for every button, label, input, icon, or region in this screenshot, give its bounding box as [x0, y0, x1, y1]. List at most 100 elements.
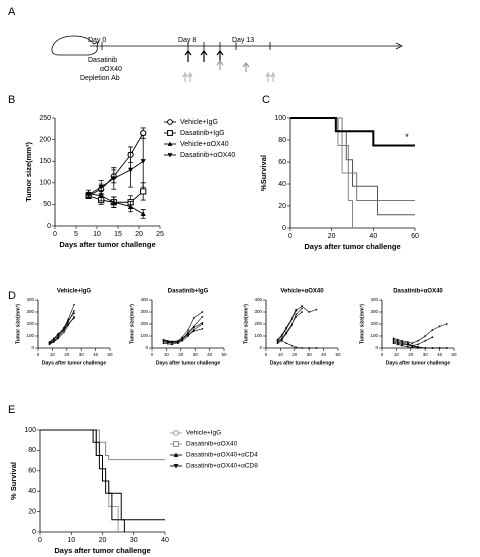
marker [397, 343, 399, 346]
marker [167, 130, 173, 136]
x-tick-label: 40 [437, 352, 443, 357]
marker [308, 347, 311, 349]
marker [171, 343, 173, 346]
y-tick-label: 0 [47, 223, 51, 230]
marker [301, 347, 303, 349]
x-tick-label: 40 [369, 233, 377, 240]
marker [315, 347, 318, 349]
x-tick-label: 50 [221, 352, 227, 357]
panel-label: C [262, 94, 270, 106]
survival-curve [40, 429, 165, 521]
survival-curve [290, 117, 353, 228]
y-tick-label: 20 [28, 508, 36, 515]
y-tick-label: 100 [24, 427, 36, 434]
marker [417, 347, 419, 349]
x-tick-label: 0 [265, 352, 268, 357]
y-tick-label: 0 [375, 345, 378, 350]
marker [67, 323, 70, 325]
marker [392, 338, 395, 341]
marker [285, 332, 287, 335]
x-tick-label: 40 [207, 352, 213, 357]
marker [397, 342, 399, 345]
marker [73, 317, 75, 319]
x-tick-label: 10 [67, 537, 75, 544]
x-tick-label: 40 [93, 352, 99, 357]
x-tick-label: 30 [423, 352, 429, 357]
timeline-label: Day 0 [88, 37, 106, 44]
marker [424, 339, 427, 342]
y-tick-label: 100 [26, 333, 34, 338]
marker [173, 441, 179, 447]
marker [401, 342, 403, 345]
marker [401, 341, 403, 343]
x-tick-label: 0 [151, 352, 154, 357]
marker [187, 335, 189, 337]
marker [276, 341, 279, 343]
marker [397, 338, 399, 341]
marker [187, 333, 189, 336]
y-tick-label: 0 [282, 225, 286, 232]
x-tick-label: 0 [38, 537, 42, 544]
x-tick-label: 25 [156, 231, 164, 238]
marker [411, 344, 414, 347]
y-tick-label: 200 [26, 321, 34, 326]
y-tick-label: 80 [28, 447, 36, 454]
marker [57, 335, 59, 337]
marker [308, 311, 311, 313]
x-axis-label: Days after tumor challenge [270, 361, 334, 367]
marker [192, 330, 195, 333]
marker [281, 338, 283, 341]
y-tick-label: 60 [28, 468, 36, 475]
marker [187, 332, 189, 335]
drug-arrows [184, 50, 224, 62]
marker [181, 336, 184, 339]
x-axis-label: Days after tumor challenge [59, 240, 155, 249]
x-tick-label: 10 [93, 231, 101, 238]
marker [201, 321, 204, 324]
x-tick-label: 10 [50, 352, 56, 357]
marker [140, 159, 146, 164]
chart-title: Dasatinib+IgG [168, 289, 209, 295]
y-tick-label: 100 [370, 333, 378, 338]
marker [295, 346, 298, 349]
marker [291, 324, 293, 327]
x-tick-label: 20 [64, 352, 70, 357]
marker [167, 342, 169, 345]
marker [407, 341, 409, 343]
y-axis-label: Tumor size(mm³) [24, 142, 33, 202]
x-tick-label: 30 [79, 352, 85, 357]
marker [192, 325, 195, 328]
marker [417, 343, 419, 346]
y-tick-label: 40 [28, 488, 36, 495]
marker [201, 315, 204, 318]
timeline-label: Day 8 [178, 37, 196, 44]
x-tick-label: 0 [288, 233, 292, 240]
y-axis-label: % Survival [9, 462, 18, 500]
marker [181, 339, 184, 342]
marker [53, 337, 55, 340]
x-axis-label: Days after tumor challenge [304, 242, 400, 251]
y-tick-label: 0 [32, 529, 36, 536]
marker [392, 337, 395, 340]
series-line [393, 336, 433, 346]
y-axis-label: Tumor size(mm³) [16, 304, 22, 344]
marker [192, 326, 195, 329]
marker [167, 119, 173, 125]
marker [201, 327, 204, 330]
marker [401, 343, 403, 346]
y-tick-label: 100 [140, 333, 148, 338]
chart-title: Vehicle+IgG [57, 289, 92, 295]
marker [291, 317, 293, 319]
y-axis-label: Tumor size(mm³) [130, 304, 136, 344]
panel-label: D [8, 290, 16, 302]
marker [315, 308, 318, 311]
timeline-label: Depletion Ab [80, 75, 120, 82]
survival-curve [290, 117, 415, 147]
marker [431, 336, 434, 339]
marker [281, 333, 283, 336]
depletion-arrows [182, 71, 276, 82]
marker [392, 339, 395, 342]
marker [301, 305, 303, 307]
